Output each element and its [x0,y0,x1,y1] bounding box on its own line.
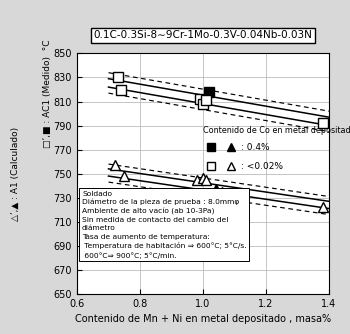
Text: △’,▲ : A1 (Calculado): △’,▲ : A1 (Calculado) [11,127,20,221]
Text: Contenido de Co en metal depositado: Contenido de Co en metal depositado [203,126,350,135]
Text: 0.1C-0.3Si-8∼9Cr-1Mo-0.3V-0.04Nb-0.03N: 0.1C-0.3Si-8∼9Cr-1Mo-0.3V-0.04Nb-0.03N [93,30,313,40]
Text: : <0.02%: : <0.02% [241,162,283,171]
Text: Soldado
Diámetro de la pieza de prueba : 8.0mmφ
Ambiente de alto vacío (ab 10-3P: Soldado Diámetro de la pieza de prueba :… [82,190,247,259]
Text: □’,■ : AC1 (Medido)  °C: □’,■ : AC1 (Medido) °C [43,39,52,148]
Text: : 0.4%: : 0.4% [241,143,270,152]
X-axis label: Contenido de Mn + Ni en metal depositado , masa%: Contenido de Mn + Ni en metal depositado… [75,314,331,324]
